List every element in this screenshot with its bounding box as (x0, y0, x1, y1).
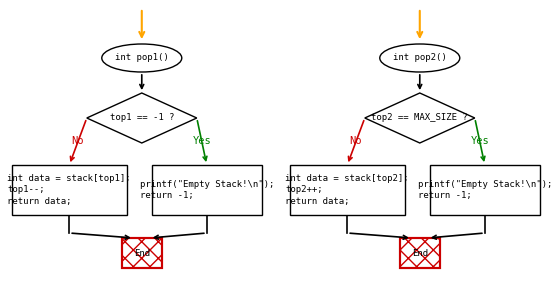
Text: End: End (133, 249, 150, 257)
Text: top1 == -1 ?: top1 == -1 ? (110, 113, 174, 122)
Text: int data = stack[top1];
top1--;
return data;: int data = stack[top1]; top1--; return d… (7, 174, 131, 206)
Text: printf("Empty Stack!\n");
return -1;: printf("Empty Stack!\n"); return -1; (418, 180, 552, 200)
FancyBboxPatch shape (400, 238, 440, 268)
FancyBboxPatch shape (290, 165, 405, 215)
Text: int pop1(): int pop1() (115, 53, 168, 62)
Ellipse shape (380, 44, 460, 72)
Text: Yes: Yes (192, 136, 211, 146)
Text: int pop2(): int pop2() (393, 53, 446, 62)
Text: Yes: Yes (470, 136, 489, 146)
Polygon shape (365, 93, 475, 143)
Text: printf("Empty Stack!\n");
return -1;: printf("Empty Stack!\n"); return -1; (140, 180, 274, 200)
Text: No: No (71, 136, 83, 146)
FancyBboxPatch shape (430, 165, 540, 215)
Ellipse shape (102, 44, 182, 72)
Text: No: No (349, 136, 361, 146)
Text: top2 == MAX_SIZE ?: top2 == MAX_SIZE ? (371, 113, 468, 122)
FancyBboxPatch shape (12, 165, 127, 215)
Text: End: End (411, 249, 428, 257)
Polygon shape (87, 93, 197, 143)
FancyBboxPatch shape (122, 238, 162, 268)
FancyBboxPatch shape (152, 165, 262, 215)
Text: int data = stack[top2];
top2++;
return data;: int data = stack[top2]; top2++; return d… (285, 174, 409, 206)
